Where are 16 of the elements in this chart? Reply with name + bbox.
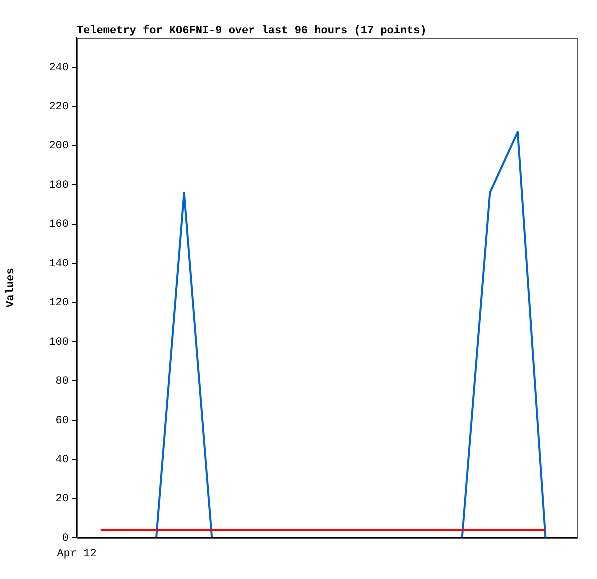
y-tick-label: 120: [49, 298, 69, 310]
y-tick-label: 100: [49, 336, 69, 349]
y-tick-label: 60: [56, 415, 69, 428]
y-tick-label: 0: [62, 532, 69, 545]
y-tick-label: 140: [49, 258, 69, 270]
y-tick-label: 80: [56, 376, 69, 388]
chart-title: Telemetry for KO6FNI-9 over last 96 hours (17 points): [77, 24, 427, 38]
y-tick-label: 40: [56, 454, 69, 466]
y-tick-label: 240: [49, 62, 69, 74]
y-tick-label: 20: [56, 494, 69, 506]
y-tick-label: 180: [49, 180, 69, 192]
y-tick-label: 220: [49, 102, 69, 114]
y-tick-label: 160: [49, 219, 69, 232]
text: Apr 12: [57, 548, 97, 560]
y-axis-title: Values: [5, 268, 18, 308]
y-tick-label: 200: [49, 140, 69, 153]
